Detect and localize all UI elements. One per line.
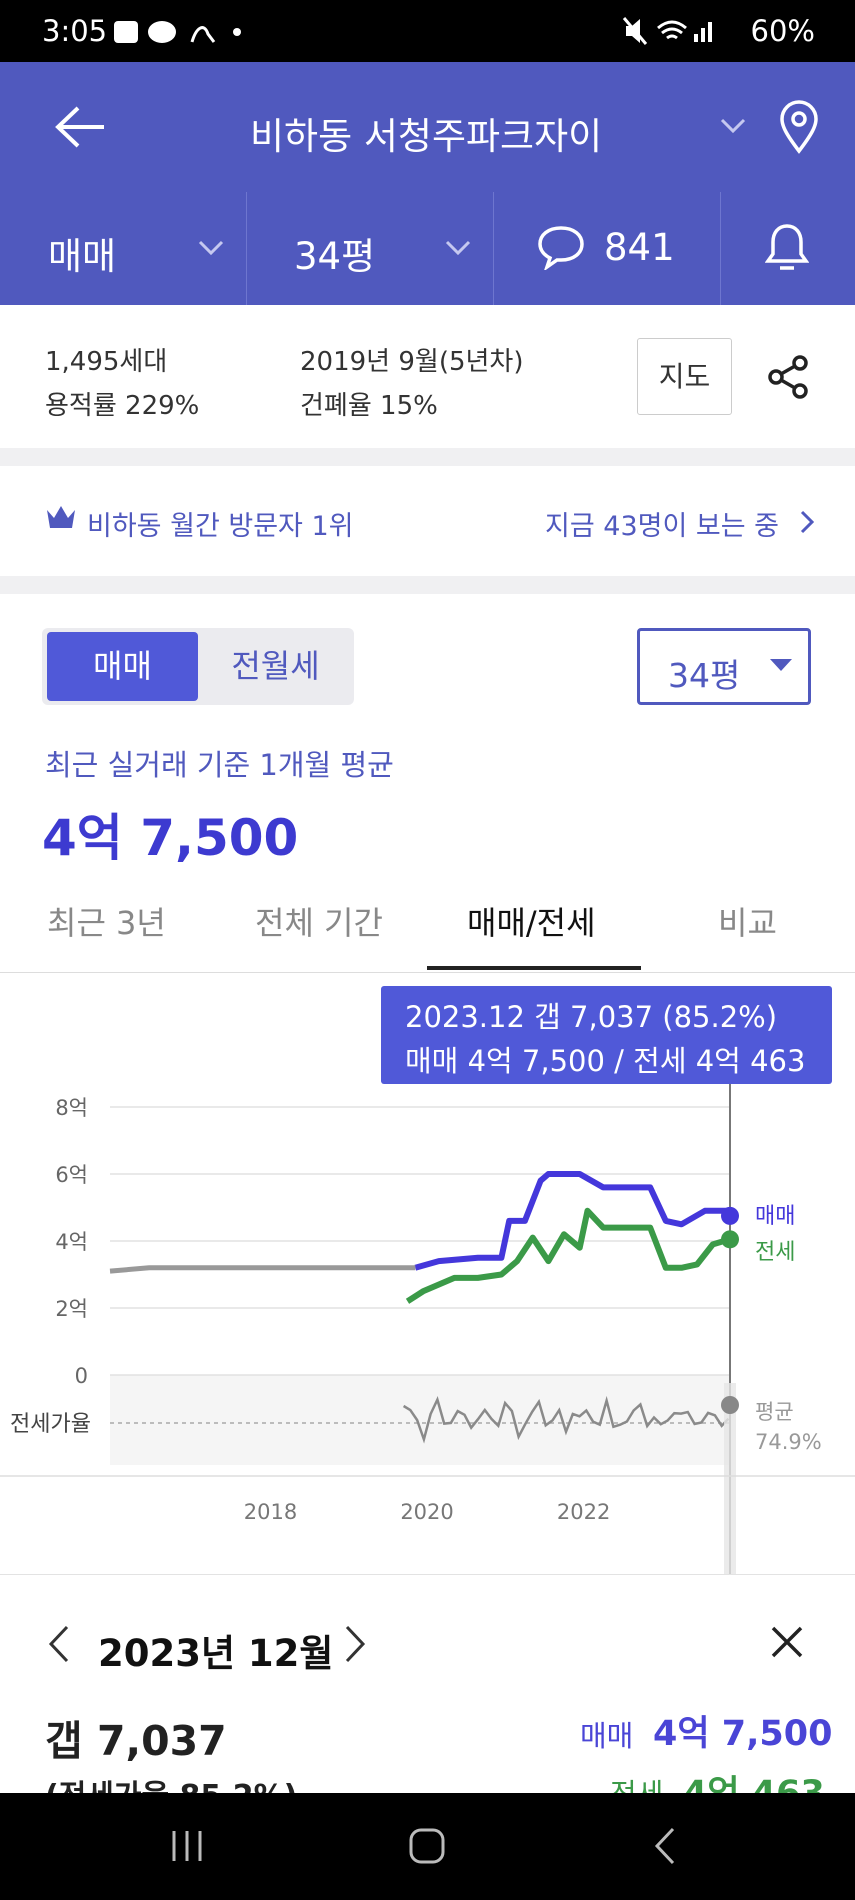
- series-line-earlier: [109, 1265, 416, 1274]
- nav-back-icon[interactable]: [654, 1827, 676, 1865]
- crown-icon: [47, 506, 75, 528]
- system-nav-bar: [0, 1793, 855, 1900]
- viewers-text: 지금 43명이 보는 중: [545, 511, 779, 542]
- size-label: 34평: [294, 235, 376, 278]
- notification-icons: [114, 21, 241, 43]
- divider: [0, 448, 855, 466]
- price-value: 4억 7,500: [42, 809, 299, 867]
- trade-type-label: 매매: [48, 235, 117, 278]
- bell-icon: [765, 224, 809, 270]
- size-select-value: 34평: [668, 656, 741, 695]
- detail-sale-value: 4억 7,500: [653, 1714, 833, 1754]
- comment-count: 841: [604, 226, 675, 269]
- speech-bubble-icon: [538, 226, 584, 270]
- system-status-icons: [622, 17, 712, 45]
- built-date: 2019년 9월(5년차): [300, 347, 524, 377]
- tab-all-period[interactable]: 전체 기간: [255, 904, 383, 942]
- chevron-down-icon: [198, 240, 224, 256]
- tab-compare[interactable]: 비교: [718, 904, 777, 942]
- trade-toggle: 매매 전월세: [42, 628, 354, 705]
- size-filter[interactable]: 34평: [247, 192, 494, 305]
- current-marker-band: [724, 1383, 736, 1575]
- floor-area-ratio: 용적률 229%: [45, 391, 200, 421]
- x-tick-label: 2022: [557, 1500, 610, 1524]
- ratio-axis-label: 전세가율: [10, 1412, 91, 1437]
- detail-gap: 갭 7,037: [45, 1717, 227, 1765]
- active-tab-indicator: [427, 966, 641, 970]
- jeonse-end-point: [721, 1230, 739, 1249]
- ratio-band: [110, 1375, 730, 1465]
- recent-apps-icon[interactable]: [170, 1829, 204, 1863]
- status-time: 3:05: [42, 14, 108, 48]
- series-line-jeonse: [405, 1207, 731, 1304]
- rank-banner[interactable]: 비하동 월간 방문자 1위 지금 43명이 보는 중: [0, 466, 855, 576]
- y-tick-label: 6억: [55, 1163, 88, 1187]
- tab-recent-3y[interactable]: 최근 3년: [47, 904, 166, 942]
- toggle-sale[interactable]: 매매: [47, 632, 198, 701]
- map-button[interactable]: 지도: [637, 338, 732, 415]
- sale-series-label: 매매: [755, 1204, 795, 1229]
- detail-sheet: 2023년 12월 갭 7,037 매매 4억 7,500 (전세가율 85.2…: [0, 1574, 855, 1814]
- close-icon[interactable]: [770, 1625, 804, 1659]
- x-tick-label: 2020: [400, 1500, 453, 1524]
- chevron-right-icon: [800, 510, 814, 534]
- chart-tooltip: 2023.12 갭 7,037 (85.2%) 매매 4억 7,500 / 전세…: [381, 986, 832, 1084]
- comments-button[interactable]: 841: [494, 192, 721, 305]
- filter-bar: 매매 34평 841: [0, 192, 855, 305]
- top-app-bar: 비하동 서청주파크자이: [0, 62, 855, 192]
- y-tick-label: 2억: [55, 1297, 88, 1321]
- caret-down-icon: [770, 659, 792, 671]
- notification-button[interactable]: [721, 192, 855, 305]
- status-bar: 3:05 60%: [0, 0, 855, 62]
- toggle-rent[interactable]: 전월세: [231, 647, 320, 685]
- x-tick-label: 2018: [244, 1500, 297, 1524]
- detail-sale-label: 매매: [580, 1719, 634, 1753]
- y-tick-label: 8억: [55, 1096, 88, 1120]
- sale-end-point: [721, 1206, 739, 1225]
- ratio-average-label: 평균: [755, 1400, 794, 1424]
- rank-text: 비하동 월간 방문자 1위: [87, 511, 354, 542]
- share-icon[interactable]: [766, 355, 810, 399]
- ratio-end-point: [721, 1396, 739, 1414]
- back-arrow-icon[interactable]: [54, 104, 106, 150]
- divider: [0, 576, 855, 594]
- tooltip-line1: 2023.12 갭 7,037 (85.2%): [405, 1000, 778, 1034]
- price-caption: 최근 실거래 기준 1개월 평균: [45, 748, 394, 782]
- tab-sale-jeonse[interactable]: 매매/전세: [467, 904, 596, 942]
- jeonse-series-label: 전세: [755, 1240, 795, 1265]
- y-tick-label: 0: [75, 1364, 88, 1388]
- ratio-line: [402, 1395, 730, 1444]
- chevron-down-icon[interactable]: [720, 118, 746, 134]
- home-icon[interactable]: [408, 1827, 446, 1865]
- building-coverage: 건폐율 15%: [300, 391, 438, 421]
- next-month-icon[interactable]: [344, 1625, 366, 1663]
- location-pin-icon[interactable]: [778, 100, 820, 154]
- complex-title[interactable]: 비하동 서청주파크자이: [250, 115, 603, 158]
- household-count: 1,495세대: [45, 347, 168, 377]
- series-line-sale: [414, 1171, 733, 1271]
- battery-level: 60%: [750, 14, 815, 48]
- chevron-down-icon: [445, 240, 471, 256]
- ratio-average-value: 74.9%: [755, 1430, 822, 1454]
- y-tick-label: 4억: [55, 1230, 88, 1254]
- detail-month: 2023년 12월: [98, 1632, 334, 1675]
- size-select[interactable]: 34평: [637, 628, 811, 705]
- trade-type-filter[interactable]: 매매: [0, 192, 247, 305]
- tooltip-line2: 매매 4억 7,500 / 전세 4억 463: [405, 1044, 806, 1078]
- complex-info: 1,495세대 용적률 229% 2019년 9월(5년차) 건폐율 15% 지…: [0, 305, 855, 448]
- prev-month-icon[interactable]: [48, 1625, 70, 1663]
